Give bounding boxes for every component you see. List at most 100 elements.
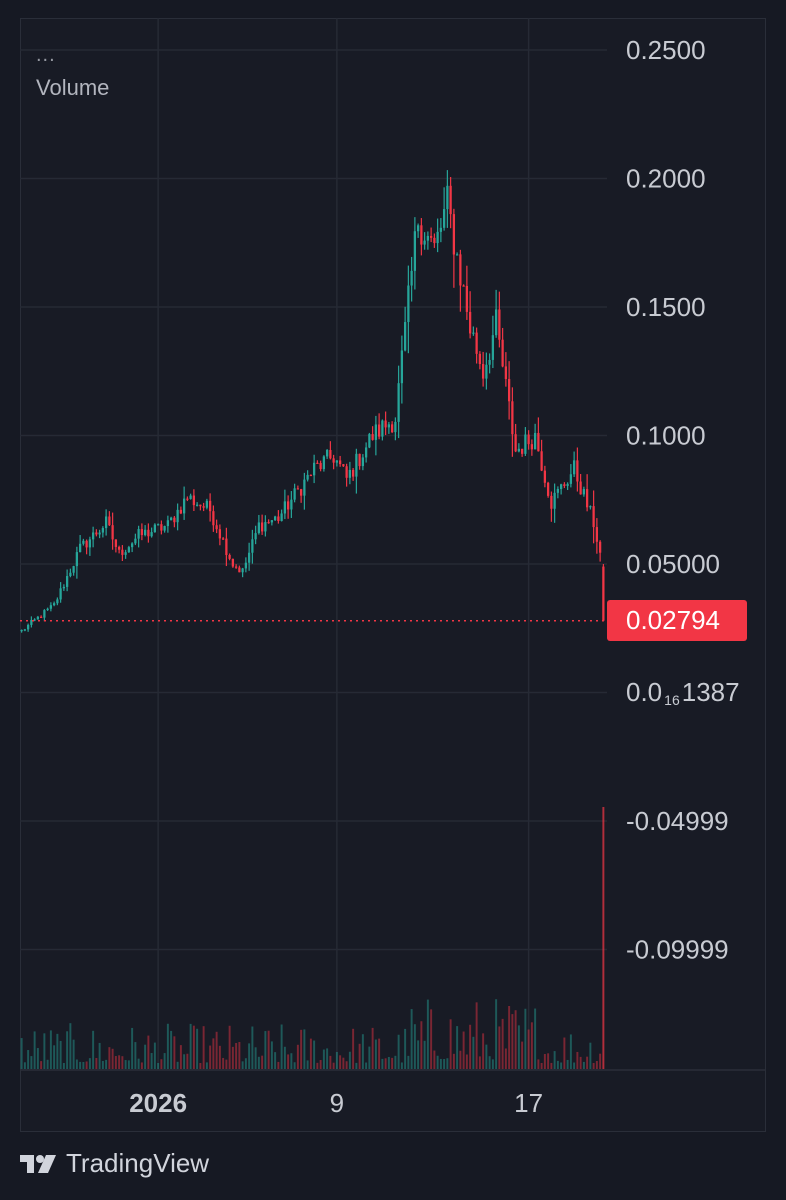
volume-bar [196,1028,199,1069]
volume-bar [176,1061,179,1069]
candle-body [283,501,287,514]
candle-body [459,254,462,286]
zero-tick-prefix: 0.0 [626,677,663,707]
tradingview-logo-icon [20,1154,56,1173]
brand-watermark[interactable]: TradingView [20,1148,209,1179]
volume-bar [381,1058,384,1069]
candle-body [572,460,576,475]
candle-body [377,424,381,437]
volume-bar [313,1040,316,1069]
candle-body [582,489,586,495]
volume-bar [306,1060,309,1069]
candle-body [559,484,563,489]
legend-menu-icon[interactable]: ... [36,44,56,66]
volume-bar [98,1042,101,1069]
volume-bar [85,1061,88,1069]
volume-bar [417,1040,420,1069]
candle-body [520,448,524,454]
candle-body [348,469,352,478]
candle-body [179,509,183,514]
volume-bar [131,1027,134,1069]
price-axis-tick: 0.2500 [626,35,706,65]
candle-body [166,520,170,527]
candle-body [481,364,485,379]
volume-bar [573,1062,576,1069]
candle-body [426,235,430,241]
candle-body [251,539,254,553]
candle-body [533,432,537,450]
volume-bar [114,1056,117,1069]
volume-bar [501,1018,504,1069]
volume-bar [199,1062,202,1069]
volume-bar [550,1062,553,1069]
volume-bar [27,1050,30,1069]
volume-bar [582,1061,585,1069]
volume-bar [459,1050,462,1069]
candle-body [306,474,309,480]
time-axis-tick: 17 [514,1088,543,1118]
candle-body [244,562,248,569]
candle-body [413,231,417,271]
volume-bar [251,1026,254,1069]
volume-bar [170,1030,173,1069]
volume-bar [475,1002,478,1069]
candle-body [527,434,530,445]
candle-body [309,474,313,477]
candle-body [46,608,49,611]
volume-bar [439,1058,442,1069]
volume-bar [469,1024,472,1069]
price-axis[interactable]: 0.2500 0.2000 0.1500 0.1000 0.05000 -0.04999 -… [626,35,729,964]
volume-bar [209,1045,212,1069]
candle-body [452,214,456,255]
volume-bar [56,1033,59,1069]
candle-body [26,624,30,630]
candle-body [394,421,397,433]
volume-bar [33,1031,36,1069]
volume-bar [384,1058,387,1069]
candle-body [20,629,23,632]
volume-bar [101,1060,104,1069]
volume-bar [589,1042,592,1069]
candle-body [218,529,222,539]
candle-body [108,516,111,526]
candle-body [400,350,404,384]
volume-bars [20,807,605,1069]
volume-bar [482,1033,485,1069]
candle-body [59,588,62,600]
candle-body [576,460,579,482]
volume-bar [293,1062,296,1069]
candle-body [95,532,98,535]
candle-body [98,532,101,535]
volume-bar [49,1030,52,1069]
volume-bar [111,1048,114,1069]
volume-bar [23,1062,26,1069]
time-axis[interactable]: 2026 9 17 [20,1069,766,1118]
volume-bar [118,1055,121,1069]
volume-bar [137,1058,140,1069]
candle-body [429,235,433,238]
chart-frame[interactable] [20,18,766,1132]
volume-legend-label[interactable]: Volume [36,75,110,100]
brand-name: TradingView [66,1148,210,1178]
candle-body [423,240,426,245]
candle-body [468,311,472,334]
candle-body [358,453,361,467]
volume-bar [283,1046,286,1069]
volume-bar [303,1029,306,1069]
volume-bar [524,1008,527,1069]
volume-bar [443,1059,446,1069]
candle-body [524,434,527,454]
candle-body [65,576,69,587]
volume-bar [543,1054,546,1069]
volume-bar [309,1038,312,1069]
candle-body [202,506,205,508]
volume-bar [215,1031,218,1069]
volume-bar [300,1029,303,1069]
volume-bar [374,1039,377,1069]
volume-bar [352,1028,355,1069]
candle-body [215,525,218,530]
candle-body [280,513,283,522]
volume-bar [59,1040,62,1069]
candle-body [130,543,134,548]
